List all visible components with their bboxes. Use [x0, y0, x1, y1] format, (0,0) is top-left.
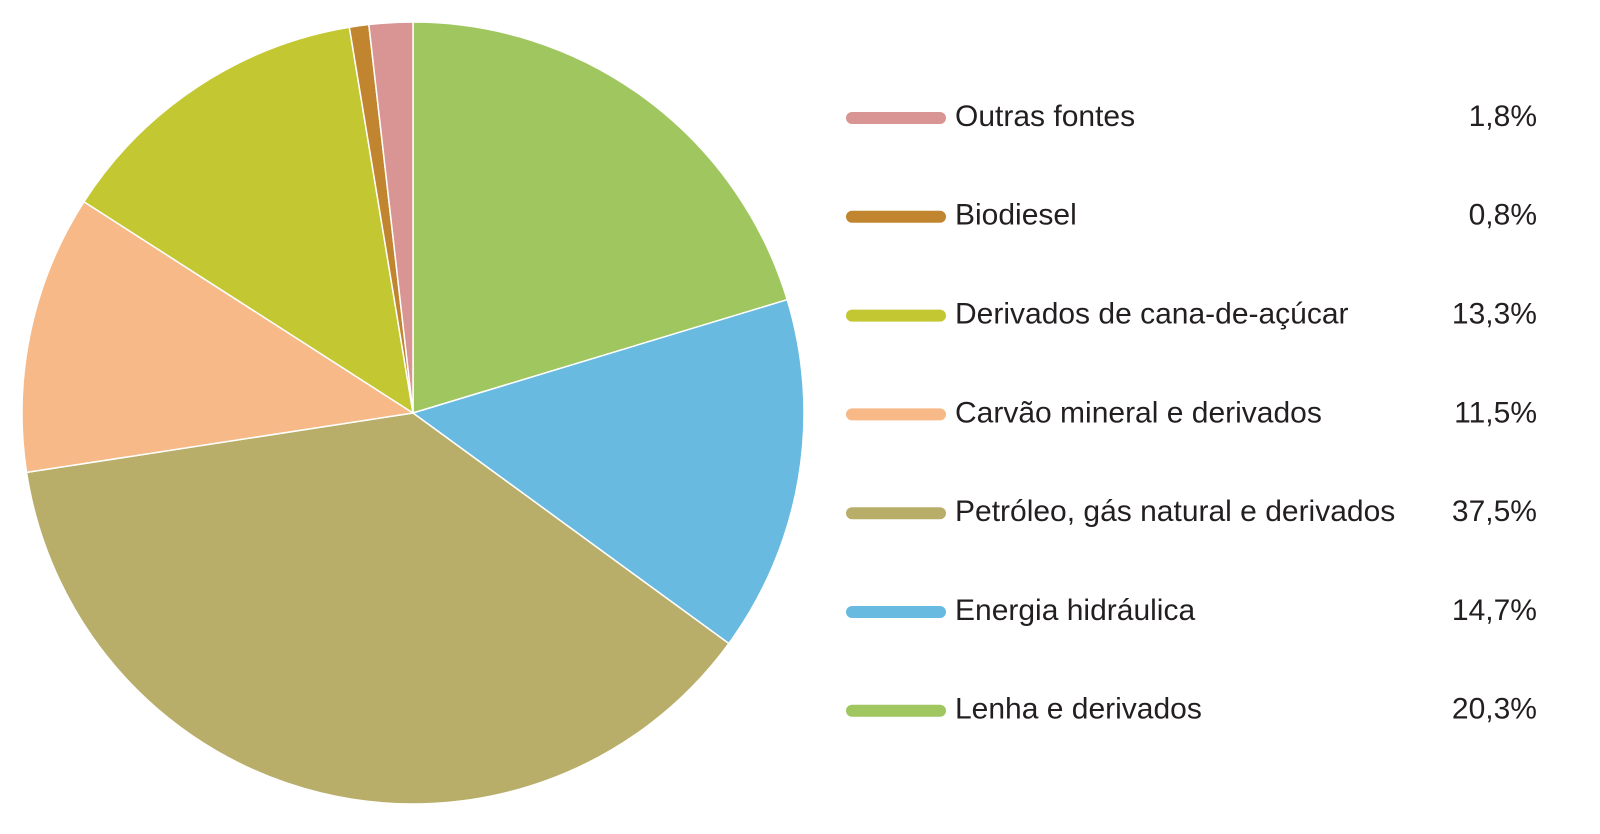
value-label: 14,7%: [1452, 594, 1537, 627]
value-label: 1,8%: [1469, 100, 1537, 133]
legend-label: Biodiesel: [955, 199, 1077, 232]
legend-label: Lenha e derivados: [955, 693, 1202, 726]
value-label: 0,8%: [1469, 199, 1537, 232]
pie-slice: [412, 21, 789, 415]
legend-label: Petróleo, gás natural e derivados: [955, 495, 1395, 528]
pie-slice: [367, 21, 414, 414]
legend-label: Carvão mineral e derivados: [955, 396, 1322, 429]
value-label: 20,3%: [1452, 693, 1537, 726]
legend-label: Derivados de cana-de-açúcar: [955, 298, 1349, 331]
pie-slice: [25, 412, 730, 805]
pie-slice: [82, 26, 415, 415]
value-label: 13,3%: [1452, 298, 1537, 331]
pie-slice: [21, 200, 416, 474]
pie-slice: [411, 298, 805, 645]
legend-label: Energia hidráulica: [955, 594, 1195, 627]
value-label: 37,5%: [1452, 495, 1537, 528]
legend-label: Outras fontes: [955, 100, 1135, 133]
value-label: 11,5%: [1454, 396, 1537, 429]
